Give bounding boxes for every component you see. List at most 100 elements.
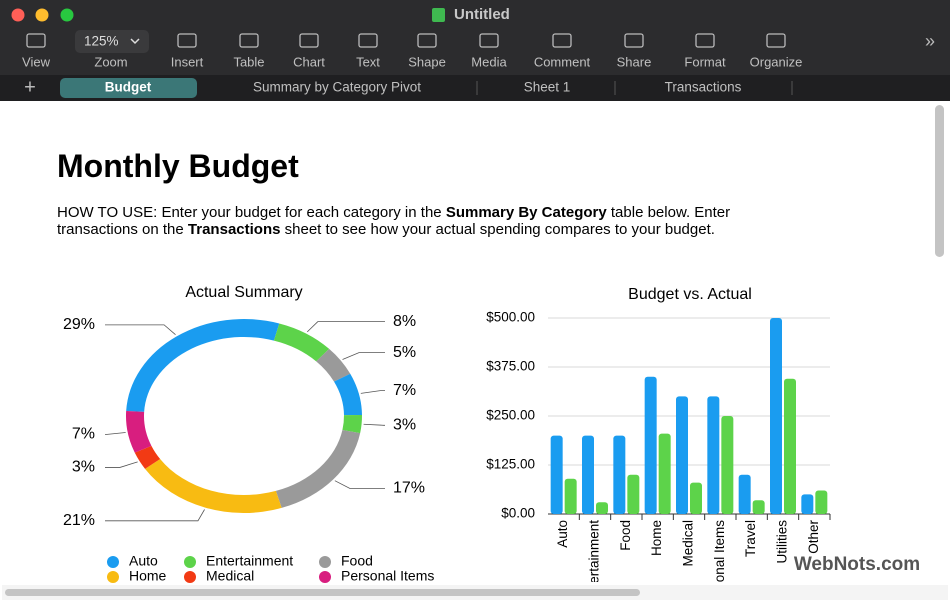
toolbar-label[interactable]: Insert	[171, 54, 204, 69]
leader-line	[105, 509, 205, 522]
bar	[801, 494, 814, 514]
document-title: Monthly Budget	[57, 148, 299, 184]
leader-line	[363, 423, 385, 426]
bar	[627, 474, 640, 514]
active-tab-bg	[60, 78, 197, 98]
toolbar-icon	[177, 33, 197, 48]
zoom-value: 125%	[84, 34, 119, 49]
toolbar-label[interactable]: Comment	[534, 54, 591, 69]
instruction-text: sheet to see how your actual spending co…	[280, 220, 715, 238]
legend-swatch	[107, 571, 119, 583]
legend-label: Personal Items	[341, 568, 434, 584]
toolbar-label[interactable]: Media	[471, 54, 507, 69]
bar	[752, 500, 765, 514]
sheet-tab[interactable]: Budget	[105, 80, 152, 95]
legend-swatch	[319, 571, 331, 583]
x-tick-label: Personal Items	[712, 520, 727, 600]
x-tick-label: Home	[649, 520, 664, 556]
bar	[596, 502, 608, 514]
watermark: WebNots.com	[794, 554, 920, 575]
pie-slice	[342, 414, 362, 434]
toolbar-label[interactable]: View	[22, 54, 51, 69]
sheet-tab[interactable]: Summary by Category Pivot	[253, 80, 421, 95]
toolbar-icon	[417, 33, 437, 48]
pie-slice	[134, 445, 161, 469]
instruction-text: Transactions	[187, 220, 281, 238]
sheet-tab[interactable]: Transactions	[665, 80, 742, 95]
bar	[564, 478, 577, 514]
legend-swatch	[319, 556, 331, 568]
window-title: Untitled	[454, 6, 510, 23]
slice-label: 21%	[63, 512, 95, 529]
pie-slice	[126, 410, 152, 453]
close-button[interactable]	[11, 8, 25, 22]
toolbar-label[interactable]: Text	[356, 54, 380, 69]
bar	[582, 435, 594, 514]
toolbar-icon	[624, 33, 644, 48]
legend-swatch	[184, 571, 196, 583]
pie-slice	[316, 348, 351, 382]
y-tick-label: $500.00	[486, 310, 535, 325]
zoom-button[interactable]	[60, 8, 74, 22]
toolbar-icon	[479, 33, 499, 48]
x-tick-label: Entertainment	[587, 520, 602, 600]
legend-label: Entertainment	[206, 553, 293, 569]
legend-label: Auto	[129, 553, 158, 569]
y-tick-label: $0.00	[501, 506, 535, 521]
slice-label: 17%	[393, 480, 425, 497]
toolbar-icon	[239, 33, 259, 48]
toolbar-label[interactable]: Share	[617, 54, 652, 69]
bar	[658, 433, 671, 514]
bar	[707, 396, 720, 514]
leader-line	[105, 324, 176, 336]
chart-title: Budget vs. Actual	[628, 286, 752, 303]
leader-line	[360, 390, 385, 394]
bar	[738, 474, 751, 514]
x-tick-label: Auto	[555, 520, 570, 548]
horizontal-scrollbar[interactable]	[5, 589, 640, 596]
pie-slice	[145, 459, 282, 513]
slice-label: 3%	[72, 459, 95, 476]
toolbar-icon	[695, 33, 715, 48]
x-labels: Auto Entertainment Food Home Medical Personal…	[555, 519, 821, 600]
instruction-text: HOW TO USE: Enter your budget for each c…	[57, 204, 446, 221]
instructions: HOW TO USE: Enter your budget for each c…	[57, 204, 782, 238]
toolbar-label[interactable]: Chart	[293, 54, 325, 69]
slice-label: 29%	[63, 316, 95, 333]
toolbar-label[interactable]: Format	[684, 54, 726, 69]
leader-line	[105, 461, 138, 468]
more-button[interactable]: »	[925, 31, 935, 51]
pie-slice	[126, 319, 280, 412]
sheet-tab[interactable]: Sheet 1	[524, 80, 571, 95]
bar	[815, 490, 828, 514]
slice-label: 3%	[393, 417, 416, 434]
pie-slice	[334, 373, 362, 416]
x-tick-label: Utilities	[775, 520, 790, 564]
bar	[613, 435, 626, 514]
slice-label: 5%	[393, 344, 416, 361]
pie-slice	[275, 429, 361, 508]
bar	[676, 396, 688, 514]
toolbar-label[interactable]: Organize	[750, 54, 803, 69]
zoom-box[interactable]	[75, 30, 149, 53]
chart-title: Actual Summary	[185, 284, 302, 301]
vertical-scrollbar[interactable]	[935, 105, 944, 257]
toolbar-label[interactable]: Zoom	[94, 54, 127, 69]
instruction-text: Summary By Category	[445, 204, 607, 221]
toolbar-bg	[0, 0, 950, 75]
leader-line	[342, 352, 385, 360]
bar	[784, 378, 796, 514]
bar	[644, 376, 657, 514]
file-icon	[432, 8, 445, 22]
toolbar-label[interactable]: Shape	[408, 54, 446, 69]
y-tick-label: $375.00	[486, 359, 535, 374]
legend-label: Home	[129, 568, 167, 584]
bar	[550, 435, 563, 514]
x-tick-label: Other	[806, 519, 821, 553]
minimize-button[interactable]	[35, 8, 49, 22]
toolbar-label[interactable]: Table	[233, 54, 264, 69]
slice-label: 8%	[393, 313, 416, 330]
add-sheet[interactable]: +	[24, 76, 36, 98]
leader-line	[306, 321, 385, 333]
